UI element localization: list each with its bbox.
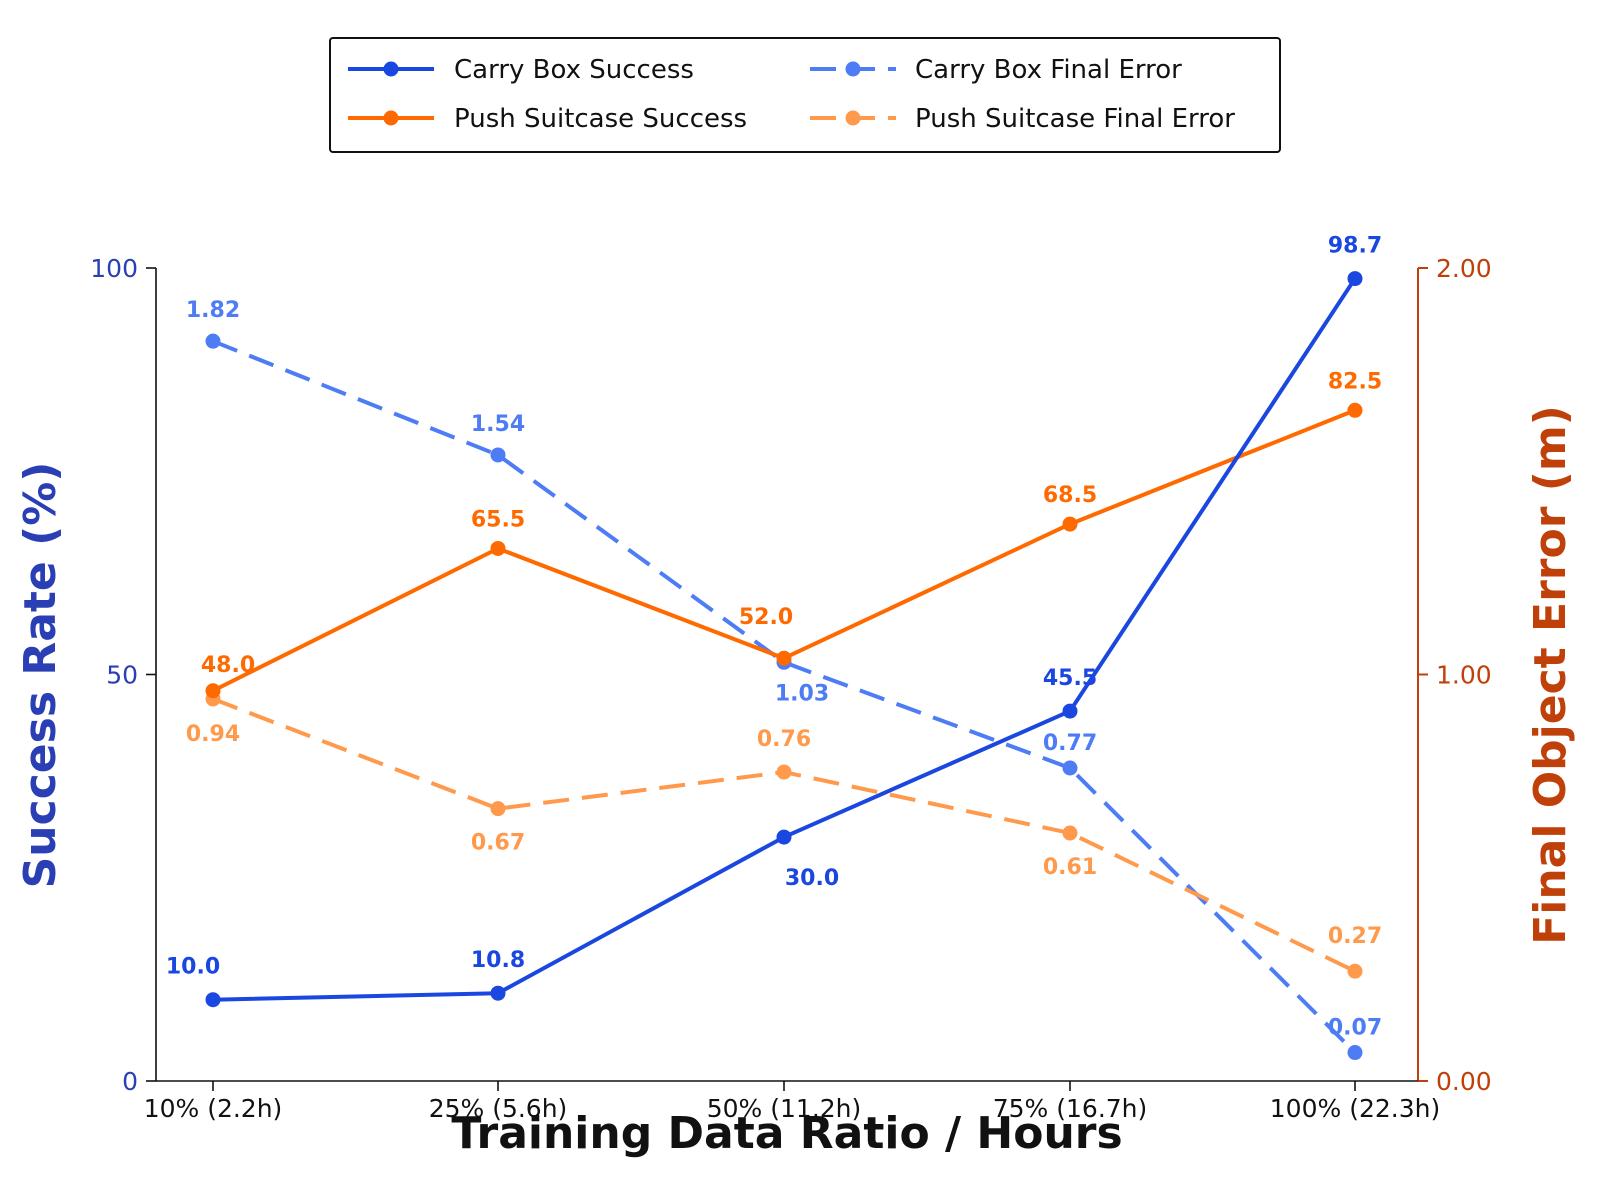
data-label: 30.0 bbox=[785, 866, 839, 891]
data-label: 0.07 bbox=[1328, 1016, 1382, 1041]
data-point bbox=[490, 985, 506, 1001]
data-label: 10.0 bbox=[166, 955, 220, 980]
data-label: 52.0 bbox=[739, 605, 793, 630]
data-point bbox=[205, 992, 221, 1008]
left-tick-label: 100 bbox=[90, 254, 138, 283]
data-point bbox=[1347, 1045, 1363, 1061]
data-point bbox=[205, 333, 221, 349]
data-point bbox=[776, 764, 792, 780]
data-label: 45.5 bbox=[1043, 666, 1097, 691]
legend-label: Carry Box Final Error bbox=[915, 55, 1182, 85]
data-point bbox=[490, 801, 506, 817]
data-point bbox=[490, 447, 506, 463]
data-label: 0.27 bbox=[1328, 924, 1382, 949]
data-point bbox=[1062, 703, 1078, 719]
x-tick-label: 25% (5.6h) bbox=[429, 1094, 568, 1123]
legend-item: Carry Box Success bbox=[348, 55, 694, 85]
data-label: 1.03 bbox=[775, 681, 829, 706]
data-label: 82.5 bbox=[1328, 369, 1382, 394]
legend: Carry Box Success Push Suitcase Success Ca… bbox=[329, 37, 1281, 153]
legend-swatch-marker bbox=[383, 110, 399, 126]
x-tick-label: 100% (22.3h) bbox=[1270, 1094, 1440, 1123]
series-carry-box-final-error: 1.82 1.54 1.03 0.77 0.07 bbox=[186, 298, 1382, 1061]
legend-item: Push Suitcase Final Error bbox=[810, 104, 1235, 134]
data-point bbox=[490, 540, 506, 556]
legend-swatch-marker bbox=[845, 61, 861, 77]
legend-swatch-marker bbox=[383, 61, 399, 77]
data-point bbox=[1347, 963, 1363, 979]
right-tick-label: 0.00 bbox=[1436, 1067, 1492, 1096]
data-label: 48.0 bbox=[201, 653, 255, 678]
legend-swatch-marker bbox=[845, 110, 861, 126]
data-label: 10.8 bbox=[471, 948, 525, 973]
y-axis-title-right: Final Object Error (m) bbox=[1525, 405, 1576, 945]
data-label: 65.5 bbox=[471, 507, 525, 532]
data-label: 0.94 bbox=[186, 722, 240, 747]
series-line bbox=[212, 339, 1357, 1054]
legend-label: Carry Box Success bbox=[454, 55, 694, 85]
legend-item: Push Suitcase Success bbox=[348, 104, 747, 134]
legend-label: Push Suitcase Final Error bbox=[915, 104, 1235, 134]
legend-label: Push Suitcase Success bbox=[454, 104, 747, 134]
data-label: 98.7 bbox=[1328, 234, 1382, 259]
y-axis-title-left: Success Rate (%) bbox=[15, 462, 66, 889]
x-tick-label: 50% (11.2h) bbox=[707, 1094, 862, 1123]
data-point bbox=[1062, 825, 1078, 841]
data-label: 0.76 bbox=[757, 727, 811, 752]
data-label: 0.61 bbox=[1043, 855, 1097, 880]
series-push-suitcase-final-error: 0.94 0.67 0.76 0.61 0.27 bbox=[186, 691, 1382, 979]
right-tick-label: 2.00 bbox=[1436, 254, 1492, 283]
legend-item: Carry Box Final Error bbox=[810, 55, 1182, 85]
data-point bbox=[1062, 516, 1078, 532]
data-label: 68.5 bbox=[1043, 483, 1097, 508]
data-point bbox=[776, 650, 792, 666]
series-push-suitcase-success: 48.0 65.5 52.0 68.5 82.5 bbox=[201, 369, 1382, 699]
data-point bbox=[205, 683, 221, 699]
x-tick-label: 75% (16.7h) bbox=[993, 1094, 1148, 1123]
series-line bbox=[212, 408, 1356, 693]
series-carry-box-success: 10.0 10.8 30.0 45.5 98.7 bbox=[166, 234, 1382, 1008]
data-label: 0.67 bbox=[471, 831, 525, 856]
data-point bbox=[776, 829, 792, 845]
data-point bbox=[1347, 402, 1363, 418]
x-tick-label: 10% (2.2h) bbox=[144, 1094, 283, 1123]
x-axis-title: Training Data Ratio / Hours bbox=[451, 1108, 1122, 1159]
right-tick-label: 1.00 bbox=[1436, 661, 1492, 690]
data-label: 1.82 bbox=[186, 298, 240, 323]
data-label: 1.54 bbox=[471, 412, 525, 437]
data-point bbox=[1347, 271, 1363, 287]
series-line bbox=[212, 277, 1357, 1002]
left-tick-label: 0 bbox=[122, 1067, 138, 1096]
left-tick-label: 50 bbox=[106, 661, 138, 690]
legend-frame bbox=[329, 37, 1281, 153]
data-point bbox=[1062, 760, 1078, 776]
data-label: 0.77 bbox=[1043, 731, 1097, 756]
